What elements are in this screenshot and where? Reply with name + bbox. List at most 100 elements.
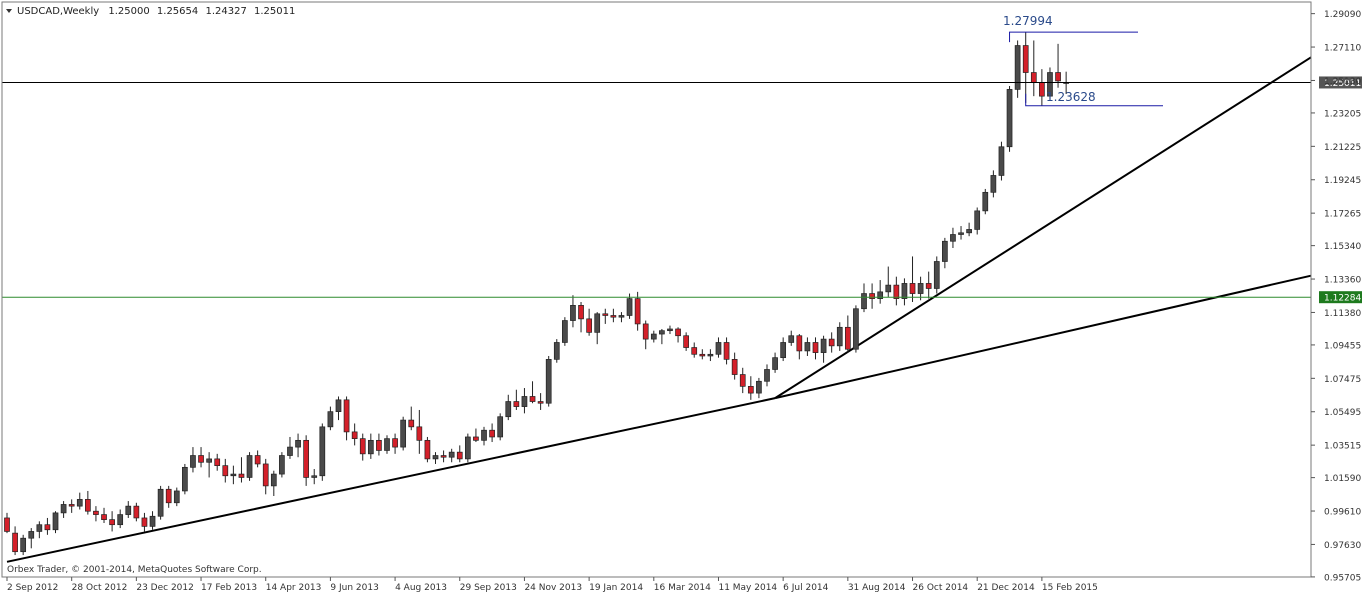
x-tick-label: 24 Nov 2013 [524, 583, 582, 593]
candle [521, 388, 528, 414]
candle-body [707, 353, 714, 357]
candle [473, 428, 479, 443]
candle-body [925, 283, 932, 289]
y-tick-label: 1.07475 [1324, 375, 1361, 385]
candle [723, 337, 730, 365]
candle [351, 423, 358, 446]
candle [376, 433, 382, 456]
candle-body [432, 455, 439, 460]
candle-body [788, 335, 795, 343]
candle-body [367, 439, 374, 455]
candle-body [408, 419, 415, 428]
candle-body [747, 385, 754, 394]
candle [222, 458, 229, 483]
candle [489, 423, 495, 443]
candle [513, 389, 520, 410]
candles [4, 32, 1069, 556]
candle-body [101, 514, 107, 520]
y-tick-label: 1.13360 [1324, 276, 1361, 286]
candle [279, 452, 285, 478]
candle [958, 226, 964, 240]
candle-body [909, 283, 916, 294]
candle [109, 511, 115, 532]
candle-body [165, 488, 172, 504]
candle-body [594, 313, 601, 333]
candle-body [351, 431, 358, 439]
y-tick-label: 1.23205 [1324, 109, 1361, 119]
candle-body [141, 517, 148, 527]
candle-body [634, 298, 641, 325]
candle-body [553, 342, 560, 360]
y-tick-label: 1.05495 [1324, 408, 1361, 418]
price-tag [1319, 76, 1362, 89]
y-tick-label: 1.21225 [1324, 143, 1361, 153]
candle [246, 452, 253, 481]
chart-header: USDCAD,Weekly 1.25000 1.25654 1.24327 1.… [17, 6, 295, 17]
candle [909, 256, 916, 302]
candle [384, 435, 390, 454]
candle-body [901, 283, 908, 299]
candle [141, 512, 148, 532]
candle-body [295, 439, 301, 448]
candle [853, 305, 859, 353]
candle [1014, 40, 1021, 98]
candle-body [699, 353, 706, 357]
candle-body [950, 234, 956, 242]
candle [149, 511, 156, 530]
candle-body [335, 399, 342, 413]
x-tick-label: 16 Mar 2014 [654, 583, 711, 593]
candle [925, 271, 932, 299]
candle [1006, 86, 1013, 152]
x-tick-label: 23 Dec 2012 [136, 583, 194, 593]
candle [1047, 67, 1053, 100]
candle [76, 492, 83, 510]
candle-body [844, 326, 851, 350]
candle-body [254, 455, 261, 465]
candle-body [1022, 45, 1029, 73]
annotations: 1.27994 1.23628 [1003, 14, 1163, 107]
y-tick-label: 1.11380 [1324, 309, 1361, 319]
candle [966, 222, 972, 237]
trendline [774, 274, 1312, 400]
candle [464, 433, 471, 463]
candle-body [626, 298, 633, 316]
candle-body [893, 284, 900, 299]
candle [812, 337, 819, 360]
candle [165, 485, 172, 508]
candle [602, 308, 609, 324]
y-tick-label: 1.17265 [1324, 210, 1361, 220]
ohlc-close: 1.25011 [254, 6, 295, 17]
candle-body [311, 475, 318, 478]
candle-body [562, 320, 568, 343]
candle-body [675, 328, 681, 337]
candle-body [473, 436, 479, 441]
candle [707, 349, 714, 362]
candle-body [659, 330, 665, 335]
candle [408, 406, 415, 431]
candle-body [68, 504, 75, 507]
candle-body [917, 283, 924, 294]
candle-body [731, 359, 738, 375]
candle [481, 426, 487, 446]
high-marker [1009, 31, 1138, 43]
timeframe-label: Weekly [63, 6, 99, 17]
y-tick-label: 1.19245 [1324, 176, 1361, 186]
candle-body [764, 369, 770, 382]
candle [594, 312, 601, 345]
copyright-label: Orbex Trader, © 2001-2014, MetaQuotes So… [7, 565, 262, 575]
y-tick-label: 1.27110 [1324, 44, 1361, 54]
candle [764, 364, 770, 387]
candle [893, 276, 900, 306]
x-tick-label: 15 Feb 2015 [1042, 583, 1098, 593]
candle [303, 435, 309, 486]
chevron-down-icon[interactable] [6, 9, 12, 13]
candle [804, 337, 811, 356]
candle-body [861, 293, 867, 310]
candle [1055, 43, 1061, 88]
x-tick-label: 14 Apr 2013 [266, 583, 322, 593]
candle [367, 433, 374, 459]
plot-frame [1, 1, 1312, 578]
candle [772, 352, 778, 373]
candle-body [618, 315, 625, 318]
